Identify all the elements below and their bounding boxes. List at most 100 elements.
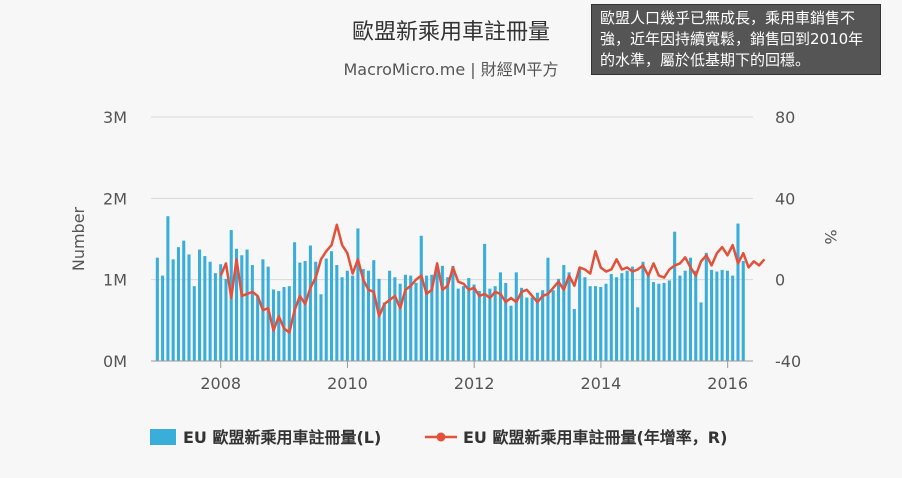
bar	[403, 274, 407, 361]
bar	[615, 277, 619, 361]
bar	[599, 286, 603, 361]
bar	[224, 278, 228, 361]
bar	[446, 277, 450, 361]
bar	[319, 294, 323, 361]
bar	[483, 243, 487, 361]
y-right-axis-label: %	[821, 229, 840, 244]
bar	[710, 269, 714, 361]
x-tick-label: 2010	[327, 374, 368, 393]
y-right-tick-label: 0	[775, 271, 785, 290]
bar	[673, 231, 677, 361]
bar	[314, 261, 318, 361]
bar	[256, 295, 260, 361]
bar	[430, 274, 434, 361]
bar	[514, 272, 518, 361]
bar	[388, 270, 392, 361]
bar	[155, 257, 159, 361]
bar	[166, 216, 170, 361]
bar	[361, 269, 365, 361]
bar	[435, 267, 439, 361]
bar	[171, 259, 175, 361]
bar	[303, 260, 307, 361]
chart-title: 歐盟新乘用車註冊量	[351, 20, 550, 45]
bar	[287, 286, 291, 361]
bar	[572, 308, 576, 361]
bar	[293, 242, 297, 361]
bar	[203, 256, 207, 361]
bar	[562, 265, 566, 361]
y-right-tick-label: 80	[775, 108, 795, 127]
legend-bar-swatch	[150, 429, 176, 445]
bar	[704, 252, 708, 361]
bar	[298, 262, 302, 361]
bar	[198, 249, 202, 361]
bar	[736, 223, 740, 361]
legend-bar-label: EU 歐盟新乘用車註冊量(L)	[183, 428, 381, 447]
bar	[593, 286, 597, 361]
annotation-box: 歐盟人口幾乎已無成長，乘用車銷售不強，近年因持續寬鬆，銷售回到2010年的水準，…	[591, 4, 881, 75]
bar	[477, 291, 481, 361]
bar	[245, 249, 249, 361]
bar	[551, 290, 555, 361]
bar	[213, 273, 217, 361]
bar	[625, 270, 629, 361]
bar	[182, 240, 186, 361]
x-tick-label: 2014	[581, 374, 622, 393]
legend-line-marker	[436, 432, 446, 442]
bar	[583, 277, 587, 361]
bar	[720, 269, 724, 361]
bar	[308, 245, 312, 361]
bar	[192, 286, 196, 361]
y-left-tick-label: 0M	[103, 352, 127, 371]
bar	[609, 273, 613, 361]
bar	[530, 297, 534, 361]
bar	[456, 288, 460, 361]
bar	[620, 273, 624, 361]
bar	[741, 260, 745, 361]
bar	[340, 277, 344, 361]
bar	[641, 261, 645, 361]
bar	[731, 275, 735, 361]
bar	[667, 280, 671, 361]
bar	[504, 282, 508, 361]
bar	[266, 266, 270, 361]
bar	[261, 259, 265, 361]
bar	[234, 248, 239, 361]
bar	[282, 286, 286, 361]
bar	[409, 275, 413, 361]
bar	[525, 297, 529, 361]
bar	[535, 292, 539, 361]
bar	[488, 288, 492, 361]
bar	[398, 283, 402, 361]
y-left-axis-label: Number	[69, 206, 88, 271]
bar	[425, 275, 429, 361]
bar	[414, 282, 418, 361]
bar	[651, 282, 656, 361]
bar	[372, 260, 376, 361]
x-tick-label: 2012	[454, 374, 495, 393]
bar	[493, 286, 497, 361]
bar	[240, 255, 244, 361]
y-right-tick-label: -40	[775, 352, 801, 371]
bar	[250, 265, 254, 361]
bar	[324, 258, 328, 361]
bar	[351, 275, 355, 361]
y-left-tick-label: 1M	[103, 271, 127, 290]
bar	[688, 257, 692, 361]
bar	[440, 265, 444, 361]
bar	[683, 270, 687, 361]
bar	[187, 254, 191, 361]
bar	[657, 283, 661, 361]
bar	[630, 266, 634, 361]
bar	[382, 302, 386, 361]
bar	[567, 272, 571, 361]
bar	[694, 270, 698, 361]
bar	[725, 270, 729, 361]
bar	[556, 278, 561, 361]
bar	[277, 291, 281, 361]
bar	[219, 264, 223, 361]
bar	[646, 273, 650, 361]
bar	[636, 307, 640, 361]
bar	[520, 287, 524, 361]
